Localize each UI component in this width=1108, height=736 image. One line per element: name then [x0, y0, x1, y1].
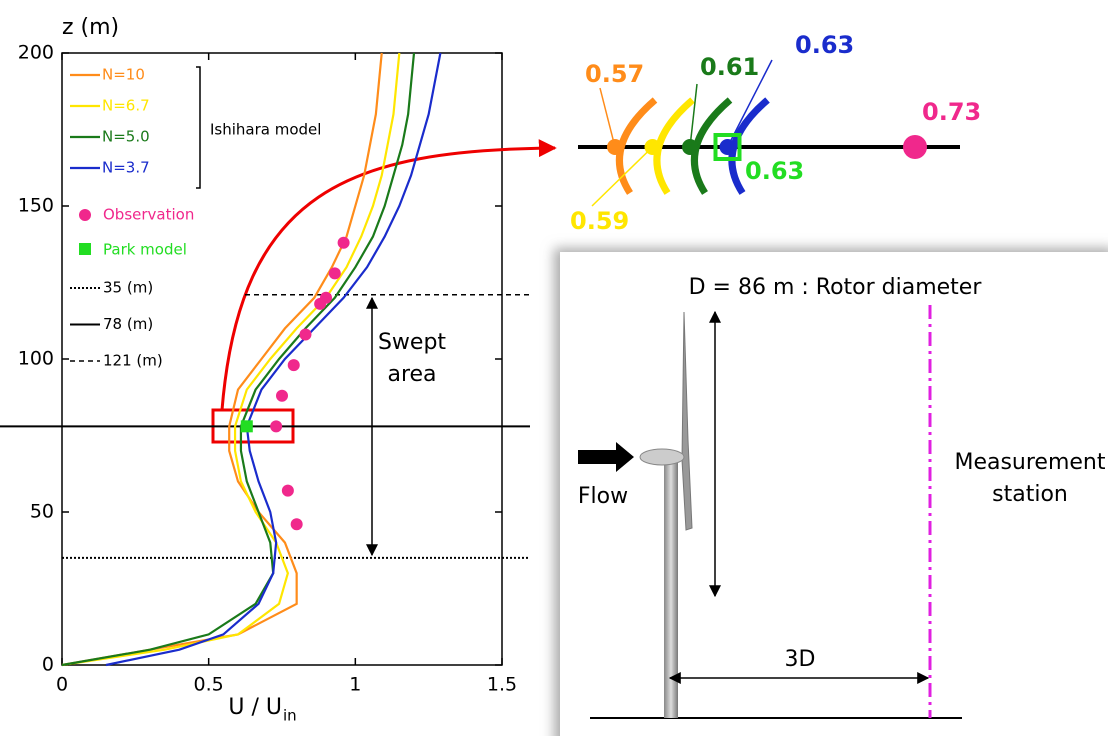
- legend-marker: [79, 243, 91, 255]
- inset-park-point: [713, 133, 742, 161]
- rotor-label: D = 86 m : Rotor diameter: [689, 275, 983, 300]
- observation-point: [314, 297, 327, 310]
- observation-point: [290, 518, 303, 531]
- y-axis-label: z (m): [62, 15, 119, 40]
- x-tick-label: 0.5: [194, 674, 224, 696]
- legend-label: N=6.7: [102, 97, 150, 115]
- blade: [681, 311, 693, 531]
- inset-leader: [591, 146, 654, 207]
- inset-observation-point: [903, 135, 927, 159]
- inset-label: 0.63: [745, 157, 804, 185]
- inset-leader: [689, 83, 698, 148]
- observation-point: [299, 328, 312, 341]
- legend-label: N=3.7: [102, 159, 150, 177]
- spacing-label: 3D: [785, 647, 816, 672]
- inset-point: [607, 139, 623, 155]
- observation-point: [276, 389, 288, 402]
- y-tick-label: 200: [18, 42, 54, 64]
- inset-label: 0.59: [570, 207, 629, 235]
- x-tick-label: 0: [56, 674, 68, 696]
- inset-label: 0.57: [585, 60, 644, 88]
- series-line: [105, 52, 442, 667]
- station-label: Measurement: [954, 450, 1105, 475]
- legend-bracket: [196, 66, 201, 189]
- inset-point: [682, 139, 698, 155]
- tower: [664, 462, 678, 718]
- observation-point: [270, 420, 283, 433]
- flow-label: Flow: [578, 484, 628, 509]
- observation-point: [281, 484, 294, 497]
- observation-point: [337, 236, 350, 249]
- series-line: [61, 52, 383, 667]
- observation-point: [287, 359, 300, 372]
- diagram-panel: [560, 252, 1108, 736]
- swept-label: Swept: [378, 330, 446, 355]
- inset-leader: [599, 87, 616, 148]
- inset-leader: [726, 59, 773, 148]
- legend-marker: [79, 209, 91, 221]
- y-tick-label: 150: [18, 195, 54, 217]
- series-line: [61, 52, 416, 667]
- observation-point: [328, 267, 341, 280]
- inset-label: 0.73: [922, 98, 981, 126]
- nacelle: [639, 448, 685, 466]
- legend-label: N=5.0: [102, 128, 150, 146]
- y-tick-label: 0: [42, 654, 54, 676]
- legend-label: 35 (m): [103, 279, 153, 297]
- legend-label: N=10: [102, 66, 145, 84]
- legend-label: 78 (m): [103, 315, 153, 333]
- swept-label: area: [387, 362, 436, 387]
- x-tick-label: 1.5: [487, 674, 517, 696]
- y-tick-label: 100: [18, 348, 54, 370]
- zoom-arrow: [220, 139, 557, 411]
- inset-label: 0.61: [700, 53, 759, 81]
- inset-point: [644, 139, 661, 155]
- legend-label: Park model: [103, 241, 187, 259]
- y-tick-label: 50: [30, 501, 54, 523]
- x-tick-label: 1: [349, 674, 361, 696]
- inset-point: [719, 139, 736, 155]
- x-axis-label: U / U: [228, 695, 282, 720]
- legend-label: 121 (m): [103, 352, 163, 370]
- series-line: [61, 52, 401, 667]
- inset-label: 0.63: [795, 31, 854, 59]
- legend-label: Observation: [103, 206, 194, 224]
- flow-arrow: [578, 442, 634, 472]
- station-label: station: [992, 482, 1068, 507]
- park-model-point: [240, 420, 253, 433]
- x-axis-label-sub: in: [283, 707, 297, 725]
- legend-group-label: Ishihara model: [210, 121, 321, 139]
